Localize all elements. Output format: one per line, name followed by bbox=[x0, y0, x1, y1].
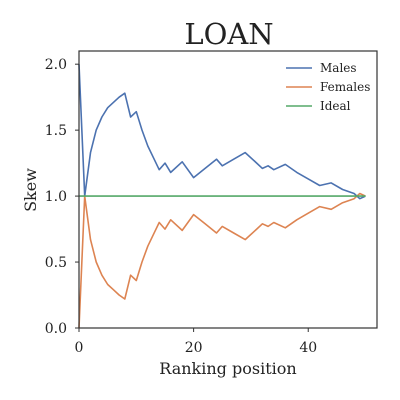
legend-label-ideal: Ideal bbox=[320, 99, 351, 113]
legend: Males Females Ideal bbox=[286, 61, 370, 113]
y-axis-ticks: 0.0 0.5 1.0 1.5 2.0 bbox=[45, 57, 79, 337]
x-axis-ticks: 0 20 40 bbox=[75, 328, 318, 356]
y-axis-label: Skew bbox=[21, 168, 40, 212]
x-tick-label: 20 bbox=[185, 340, 203, 356]
legend-label-females: Females bbox=[320, 80, 370, 94]
y-tick-label: 1.0 bbox=[45, 189, 67, 205]
y-tick-label: 0.0 bbox=[45, 321, 67, 337]
x-axis-label: Ranking position bbox=[159, 359, 296, 378]
x-tick-label: 0 bbox=[75, 340, 84, 356]
y-tick-label: 2.0 bbox=[45, 57, 67, 73]
y-tick-label: 1.5 bbox=[45, 123, 67, 139]
x-tick-label: 40 bbox=[299, 340, 317, 356]
legend-label-males: Males bbox=[320, 61, 357, 75]
chart-title: LOAN bbox=[184, 17, 273, 51]
series-line-females bbox=[79, 194, 366, 329]
y-tick-label: 0.5 bbox=[45, 255, 67, 271]
